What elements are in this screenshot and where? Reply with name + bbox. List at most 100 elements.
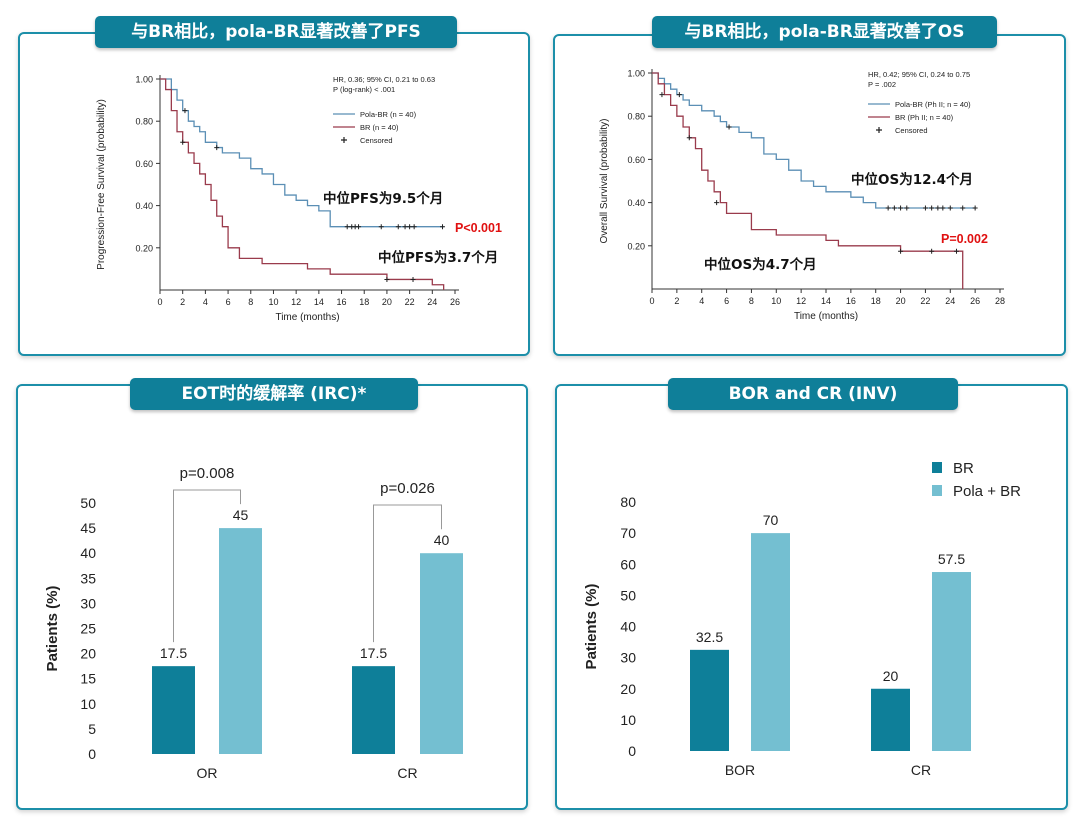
bor-legend-pola: Pola + BR [953, 483, 1021, 500]
bor-bar-bor-pola-br [751, 533, 790, 751]
eot-y-axis-title: Patients (%) [44, 586, 61, 672]
os-censor-mark [714, 200, 720, 206]
os-y-axis-title: Overall Survival (probability) [599, 118, 610, 243]
bor-panel [555, 384, 1068, 810]
bor-y-tick-label: 70 [620, 525, 636, 541]
pfs-censor-mark [182, 108, 188, 114]
eot-bar-cr-pola-br [420, 553, 463, 754]
eot-bar-or-pola-br [219, 528, 262, 754]
pfs-x-axis-title: Time (months) [275, 312, 339, 323]
os-censor-mark [904, 205, 910, 211]
os-x-tick-label: 4 [699, 296, 704, 306]
eot-bar-label: 45 [233, 507, 249, 523]
os-x-axis-title: Time (months) [794, 311, 858, 322]
bor-bar-label: 32.5 [696, 629, 723, 645]
bor-bar-bor-br [690, 649, 729, 751]
pfs-y-axis-title: Progression-Free Survival (probability) [96, 99, 107, 270]
bor-legend-pola-swatch [932, 485, 942, 496]
os-x-tick-label: 18 [871, 296, 881, 306]
pfs-y-tick-label: 0.20 [135, 243, 153, 253]
bor-bar-label: 20 [883, 668, 899, 684]
os-x-tick-label: 20 [896, 296, 906, 306]
pfs-title-tab: 与BR相比，pola-BR显著改善了PFS [95, 16, 457, 48]
eot-y-tick-label: 20 [80, 646, 96, 662]
os-y-tick-label: 0.60 [627, 155, 645, 165]
os-pola-median-annotation: 中位OS为12.4个月 [851, 171, 973, 188]
eot-significance-bracket [373, 504, 442, 643]
os-x-tick-label: 22 [920, 296, 930, 306]
bor-category-label: BOR [725, 762, 755, 778]
pfs-br-median-annotation: 中位PFS为3.7个月 [378, 249, 498, 266]
eot-bar-or-br [152, 666, 195, 754]
pfs-p-value: P<0.001 [455, 221, 502, 235]
bor-y-tick-label: 30 [620, 650, 636, 666]
os-censor-mark [922, 205, 928, 211]
pfs-censor-mark [411, 224, 417, 230]
os-legend-censored-swatch [876, 127, 882, 133]
bor-title-tab: BOR and CR (INV) [668, 378, 958, 410]
pfs-censor-mark [356, 224, 362, 230]
pfs-legend-censored: Censored [360, 136, 393, 145]
os-stats-line: HR, 0.42; 95% CI, 0.24 to 0.75 [868, 70, 970, 79]
pfs-legend-censored-swatch [341, 137, 347, 143]
pfs-x-tick-label: 20 [382, 297, 392, 307]
pfs-censor-mark [180, 139, 186, 145]
os-x-tick-label: 6 [724, 296, 729, 306]
pfs-x-tick-label: 10 [268, 297, 278, 307]
os-x-tick-label: 24 [945, 296, 955, 306]
os-x-tick-label: 14 [821, 296, 831, 306]
pfs-censor-mark [344, 224, 350, 230]
bor-y-tick-label: 80 [620, 494, 636, 510]
pfs-censor-mark [407, 224, 413, 230]
os-censor-mark [972, 205, 978, 211]
eot-y-tick-label: 5 [88, 721, 96, 737]
os-censor-mark [676, 92, 682, 98]
os-legend-br: BR (Ph II; n = 40) [895, 113, 954, 122]
pfs-censor-mark [410, 276, 416, 282]
bor-y-tick-label: 40 [620, 619, 636, 635]
pfs-censor-mark [440, 224, 446, 230]
eot-y-tick-label: 50 [80, 495, 96, 511]
pfs-x-tick-label: 14 [314, 297, 324, 307]
os-y-tick-label: 0.40 [627, 198, 645, 208]
os-pola-br-curve [652, 72, 976, 209]
bor-y-tick-label: 60 [620, 556, 636, 572]
bor-y-tick-label: 0 [628, 743, 636, 759]
eot-category-label: OR [197, 765, 218, 781]
os-x-tick-label: 10 [771, 296, 781, 306]
pfs-x-tick-label: 12 [291, 297, 301, 307]
os-censor-mark [929, 205, 935, 211]
os-title-tab: 与BR相比，pola-BR显著改善了OS [652, 16, 997, 48]
os-censor-mark [891, 205, 897, 211]
bor-legend-br: BR [953, 460, 974, 477]
pfs-x-tick-label: 8 [248, 297, 253, 307]
pfs-x-tick-label: 2 [180, 297, 185, 307]
pfs-x-tick-label: 16 [337, 297, 347, 307]
os-censor-mark [929, 248, 935, 254]
os-x-tick-label: 16 [846, 296, 856, 306]
pfs-censor-mark [395, 224, 401, 230]
os-y-tick-label: 0.80 [627, 112, 645, 122]
pfs-x-tick-label: 4 [203, 297, 208, 307]
os-censor-mark [940, 205, 946, 211]
pfs-panel [18, 32, 530, 356]
eot-title-tab: EOT时的缓解率 (IRC)* [130, 378, 418, 410]
os-censor-mark [686, 135, 692, 141]
pfs-y-tick-label: 0.60 [135, 159, 153, 169]
os-br-curve [652, 72, 964, 289]
os-censor-mark [947, 205, 953, 211]
pfs-x-tick-label: 22 [405, 297, 415, 307]
bor-y-tick-label: 50 [620, 587, 636, 603]
bor-y-axis-title: Patients (%) [583, 584, 600, 670]
pfs-stats-line: HR, 0.36; 95% CI, 0.21 to 0.63 [333, 75, 435, 84]
eot-category-label: CR [397, 765, 417, 781]
pfs-censor-mark [378, 224, 384, 230]
bor-y-tick-label: 20 [620, 681, 636, 697]
os-legend-pola: Pola-BR (Ph II; n = 40) [895, 100, 971, 109]
eot-y-tick-label: 45 [80, 520, 96, 536]
eot-p-value: p=0.008 [180, 465, 235, 482]
eot-y-tick-label: 15 [80, 671, 96, 687]
eot-y-tick-label: 25 [80, 621, 96, 637]
